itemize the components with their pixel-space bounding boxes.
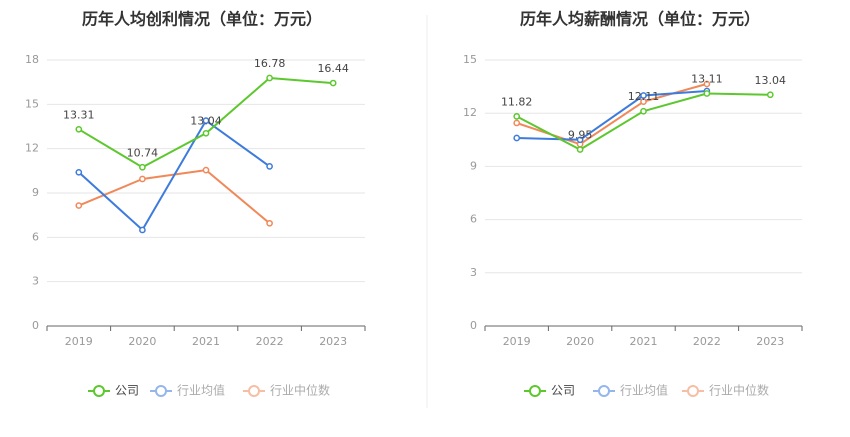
data-label: 13.04 <box>190 114 222 127</box>
data-point <box>139 175 146 183</box>
x-tick-label: 2019 <box>503 335 531 348</box>
x-tick-label: 2020 <box>128 335 156 348</box>
chart-1: 历年人均创利情况（单位：万元） 0 3 6 9 12 15 18 2019 2020 2021 202… <box>25 10 366 398</box>
chart-2: 历年人均薪酬情况（单位：万元） 0 3 6 9 12 15 2019 2020 2021 2022 2… <box>463 10 803 398</box>
data-point <box>266 219 273 227</box>
legend-item-3: 行业中位数 <box>682 383 769 398</box>
x-tick-label: 2020 <box>566 335 594 348</box>
data-point <box>640 107 647 115</box>
y-tick-label: 6 <box>32 230 39 243</box>
data-label: 16.44 <box>317 62 349 75</box>
data-label: 13.31 <box>63 108 95 121</box>
y-tick-label: 3 <box>470 266 477 279</box>
data-point <box>266 74 273 82</box>
data-point <box>139 163 146 171</box>
chart-title: 历年人均创利情况（单位：万元） <box>82 10 322 29</box>
data-point <box>640 98 647 106</box>
data-label: 10.74 <box>127 146 159 159</box>
data-point <box>576 136 584 144</box>
data-label: 9.95 <box>568 129 593 142</box>
legend-marker <box>687 385 699 397</box>
y-tick-label: 18 <box>25 53 39 66</box>
data-point <box>139 226 146 234</box>
data-point <box>75 125 83 133</box>
y-tick-label: 0 <box>470 319 477 332</box>
data-point <box>766 91 774 99</box>
legend-label: 行业中位数 <box>270 383 330 398</box>
legend-marker <box>248 385 260 397</box>
x-tick-label: 2023 <box>756 335 784 348</box>
x-tick-label: 2021 <box>630 335 658 348</box>
legend-marker <box>93 385 105 397</box>
series-line-3 <box>78 169 271 225</box>
data-label: 16.78 <box>254 57 286 70</box>
legend-marker <box>529 385 541 397</box>
data-point <box>75 168 83 176</box>
legend-label: 行业中位数 <box>709 383 769 398</box>
y-tick-label: 0 <box>32 319 39 332</box>
y-tick-label: 9 <box>32 186 39 199</box>
data-point <box>266 163 273 170</box>
data-point <box>513 134 521 142</box>
legend-label: 行业均值 <box>620 383 668 398</box>
legend-marker <box>598 385 610 397</box>
legend-item-3: 行业中位数 <box>243 383 330 398</box>
data-point <box>640 92 647 99</box>
legend-item-2: 行业均值 <box>593 383 668 398</box>
legend-label: 行业均值 <box>177 383 225 398</box>
data-point <box>202 166 210 174</box>
y-tick-label: 12 <box>463 106 477 119</box>
y-tick-label: 12 <box>25 142 39 155</box>
data-point <box>329 79 337 87</box>
data-label: 13.11 <box>691 73 723 86</box>
data-point <box>75 202 83 209</box>
data-label: 11.82 <box>501 95 533 108</box>
legend-item-2: 行业均值 <box>150 383 225 398</box>
series-line-2 <box>78 119 271 231</box>
y-tick-label: 15 <box>463 53 477 66</box>
y-tick-label: 6 <box>470 213 477 226</box>
data-point <box>513 113 521 120</box>
data-label: 12.11 <box>628 90 660 103</box>
legend-item-1: 公司 <box>88 384 139 398</box>
legend-label: 公司 <box>115 384 139 398</box>
data-point <box>513 119 521 127</box>
y-tick-label: 9 <box>470 159 477 172</box>
data-point <box>703 90 711 97</box>
y-tick-label: 3 <box>32 275 39 288</box>
chart-title: 历年人均薪酬情况（单位：万元） <box>520 10 760 29</box>
data-label: 13.04 <box>755 74 787 87</box>
x-tick-label: 2021 <box>192 335 220 348</box>
data-point <box>703 80 711 88</box>
legend-item-1: 公司 <box>524 384 575 398</box>
legend-marker <box>155 385 167 397</box>
series-line-2 <box>516 90 707 141</box>
x-tick-label: 2022 <box>693 335 721 348</box>
data-point <box>202 117 210 124</box>
x-tick-label: 2019 <box>65 335 93 348</box>
data-point <box>202 129 210 137</box>
y-tick-label: 15 <box>25 97 39 110</box>
data-point <box>576 146 584 153</box>
x-tick-label: 2023 <box>319 335 347 348</box>
legend-label: 公司 <box>551 384 575 398</box>
x-tick-label: 2022 <box>256 335 284 348</box>
